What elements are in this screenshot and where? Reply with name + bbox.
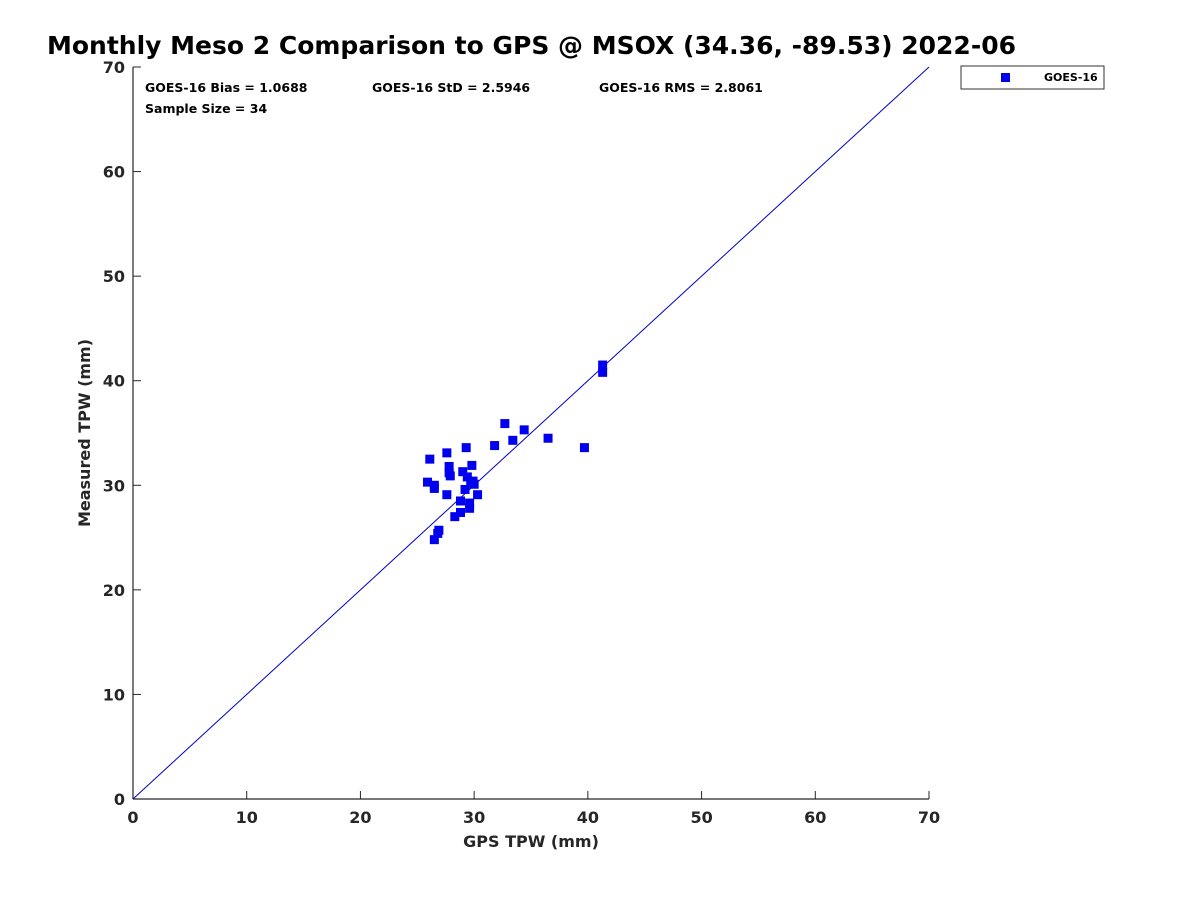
data-point: [423, 477, 433, 487]
data-point: [473, 490, 483, 500]
y-tick-label: 70: [103, 58, 125, 77]
x-tick-label: 50: [690, 808, 712, 827]
stats-annotations: GOES-16 Bias = 1.0688 GOES-16 StD = 2.594…: [145, 80, 763, 116]
data-point: [445, 471, 455, 481]
stat-sample: Sample Size = 34: [145, 101, 267, 116]
data-point: [442, 490, 452, 500]
axes: 0 10 20 30 40 50 60 70 0 10 20 30 40 50 60 70: [103, 58, 940, 827]
data-point: [442, 448, 452, 458]
y-tick-label: 20: [103, 581, 125, 600]
stat-std: GOES-16 StD = 2.5946: [372, 80, 530, 95]
legend-label-goes-16: GOES-16: [1044, 71, 1098, 84]
data-point: [465, 498, 475, 508]
data-point: [458, 467, 468, 477]
identity-line: [132, 66, 930, 800]
data-point: [519, 425, 529, 435]
data-point: [579, 443, 589, 453]
data-point: [465, 503, 475, 513]
data-point: [433, 528, 443, 538]
y-tick-label: 40: [103, 372, 125, 391]
stat-bias: GOES-16 Bias = 1.0688: [145, 80, 307, 95]
data-point: [444, 461, 454, 471]
chart-title: Monthly Meso 2 Comparison to GPS @ MSOX …: [47, 31, 1016, 60]
x-tick-label: 0: [127, 808, 138, 827]
x-axis-label: GPS TPW (mm): [463, 832, 599, 851]
x-tick-label: 30: [463, 808, 485, 827]
legend-marker-goes-16: [1001, 73, 1010, 82]
data-point: [543, 433, 553, 443]
data-point: [461, 443, 471, 453]
y-tick-label: 50: [103, 267, 125, 286]
data-point: [500, 419, 510, 429]
y-axis-label: Measured TPW (mm): [75, 339, 94, 527]
data-point: [598, 360, 608, 370]
data-point: [467, 460, 477, 470]
y-tick-label: 60: [103, 163, 125, 182]
x-tick-label: 60: [804, 808, 826, 827]
x-tick-label: 10: [236, 808, 258, 827]
data-point: [425, 454, 435, 464]
data-point: [455, 496, 465, 506]
data-point: [469, 479, 479, 489]
x-tick-label: 40: [577, 808, 599, 827]
legend-box: [960, 65, 1105, 90]
y-tick-label: 10: [103, 685, 125, 704]
legend: GOES-16: [960, 65, 1105, 90]
data-point: [450, 512, 460, 522]
y-tick-label: 0: [114, 790, 125, 809]
x-tick-label: 70: [918, 808, 940, 827]
y-tick-label: 30: [103, 476, 125, 495]
data-point: [455, 507, 465, 517]
data-point: [598, 367, 608, 377]
data-point: [508, 435, 518, 445]
reference-line-layer: [132, 66, 930, 800]
data-point: [490, 441, 500, 451]
data-points: [423, 360, 608, 545]
data-point: [429, 535, 439, 545]
stat-rms: GOES-16 RMS = 2.8061: [599, 80, 763, 95]
data-point: [429, 483, 439, 493]
x-tick-label: 20: [349, 808, 371, 827]
data-point: [460, 484, 470, 494]
data-point: [462, 472, 472, 482]
